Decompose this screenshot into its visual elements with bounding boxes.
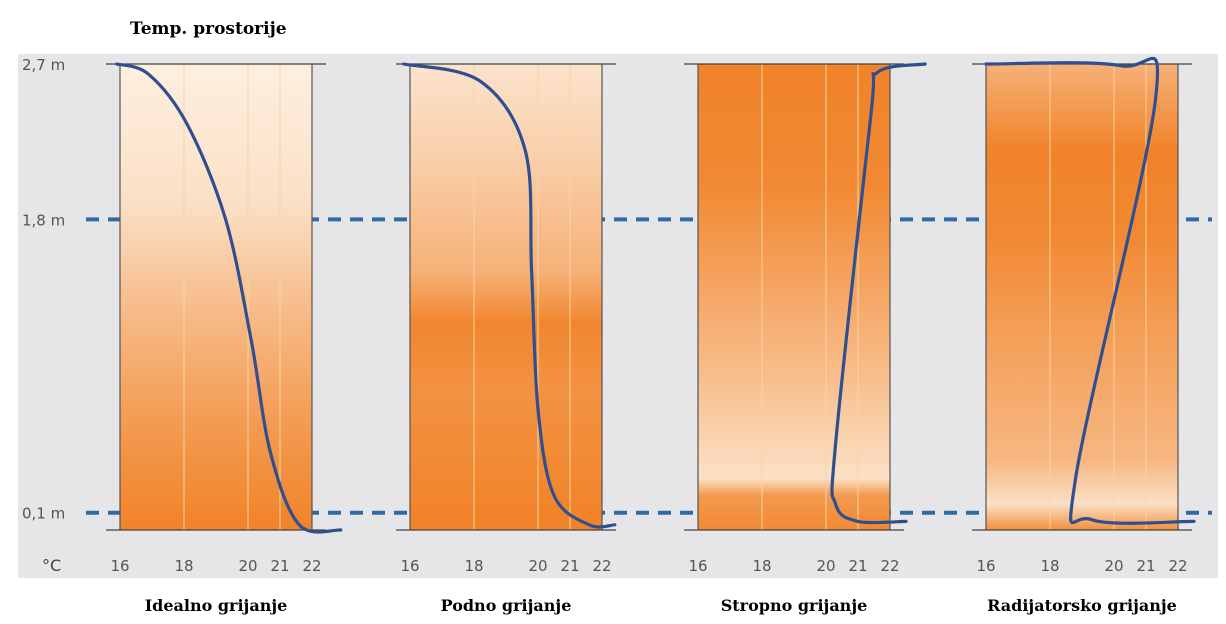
x-tick-label: 20 (816, 557, 835, 575)
x-tick-label: 21 (848, 557, 867, 575)
temperature-curve (830, 62, 927, 525)
x-tick-label: 20 (1104, 557, 1123, 575)
x-tick-label: 22 (592, 557, 611, 575)
panel-4: 16 18 20 21 22 Radijatorsko grijanje (972, 56, 1196, 615)
temperature-curve (984, 56, 1196, 525)
panel-fill (410, 64, 602, 530)
temperature-curve (115, 62, 343, 534)
x-tick-label: 16 (400, 557, 419, 575)
x-tick-label: 22 (880, 557, 899, 575)
x-tick-label: 18 (174, 557, 193, 575)
height-label: 2,7 m (22, 56, 65, 74)
unit-label: °C (42, 556, 61, 575)
x-tick-label: 21 (560, 557, 579, 575)
x-tick-label: 18 (752, 557, 771, 575)
height-label: 0,1 m (22, 505, 65, 523)
panel-1: 16 18 20 21 22 Idealno grijanje (106, 62, 343, 615)
x-tick-label: 16 (110, 557, 129, 575)
height-label: 1,8 m (22, 211, 65, 229)
panel-name: Radijatorsko grijanje (987, 596, 1177, 615)
chart-title: Temp. prostorije (130, 19, 287, 39)
temperature-curve (402, 62, 617, 529)
x-tick-label: 20 (528, 557, 547, 575)
x-tick-label: 16 (688, 557, 707, 575)
x-tick-label: 22 (1168, 557, 1187, 575)
x-tick-label: 21 (1136, 557, 1155, 575)
height-axis: 2,7 m 1,8 m 0,1 m (22, 56, 65, 523)
panel-name: Stropno grijanje (721, 596, 868, 615)
panel-name: Idealno grijanje (145, 596, 288, 615)
panel-name: Podno grijanje (441, 596, 572, 615)
panels: 16 18 20 21 22 Idealno grijanje 16 18 20 21 22 Podn… (106, 56, 1196, 615)
panel-3: 16 18 20 21 22 Stropno grijanje (684, 62, 927, 615)
x-tick-label: 18 (464, 557, 483, 575)
x-tick-label: 20 (238, 557, 257, 575)
x-tick-label: 18 (1040, 557, 1059, 575)
panel-fill (120, 64, 312, 530)
x-tick-label: 16 (976, 557, 995, 575)
x-tick-label: 22 (302, 557, 321, 575)
panel-fill (698, 64, 890, 530)
x-tick-label: 21 (270, 557, 289, 575)
panel-2: 16 18 20 21 22 Podno grijanje (396, 62, 617, 615)
